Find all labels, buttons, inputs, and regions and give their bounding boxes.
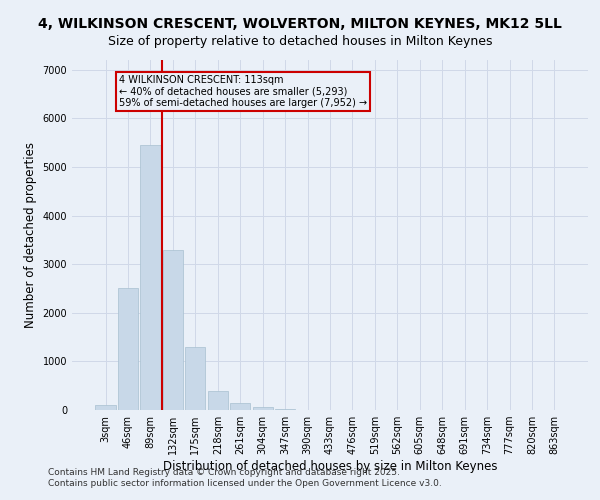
Bar [140, 145, 161, 410]
Bar [95, 405, 116, 410]
Text: 4 WILKINSON CRESCENT: 113sqm
← 40% of detached houses are smaller (5,293)
59% of: 4 WILKINSON CRESCENT: 113sqm ← 40% of de… [119, 74, 367, 108]
Bar [208, 390, 228, 410]
X-axis label: Distribution of detached houses by size in Milton Keynes: Distribution of detached houses by size … [163, 460, 497, 473]
Text: 4, WILKINSON CRESCENT, WOLVERTON, MILTON KEYNES, MK12 5LL: 4, WILKINSON CRESCENT, WOLVERTON, MILTON… [38, 18, 562, 32]
Bar [163, 250, 183, 410]
Text: Size of property relative to detached houses in Milton Keynes: Size of property relative to detached ho… [108, 35, 492, 48]
Bar [185, 347, 205, 410]
Bar [253, 406, 273, 410]
Bar [230, 402, 250, 410]
Text: Contains HM Land Registry data © Crown copyright and database right 2025.
Contai: Contains HM Land Registry data © Crown c… [48, 468, 442, 487]
Bar [118, 288, 138, 410]
Y-axis label: Number of detached properties: Number of detached properties [24, 142, 37, 328]
